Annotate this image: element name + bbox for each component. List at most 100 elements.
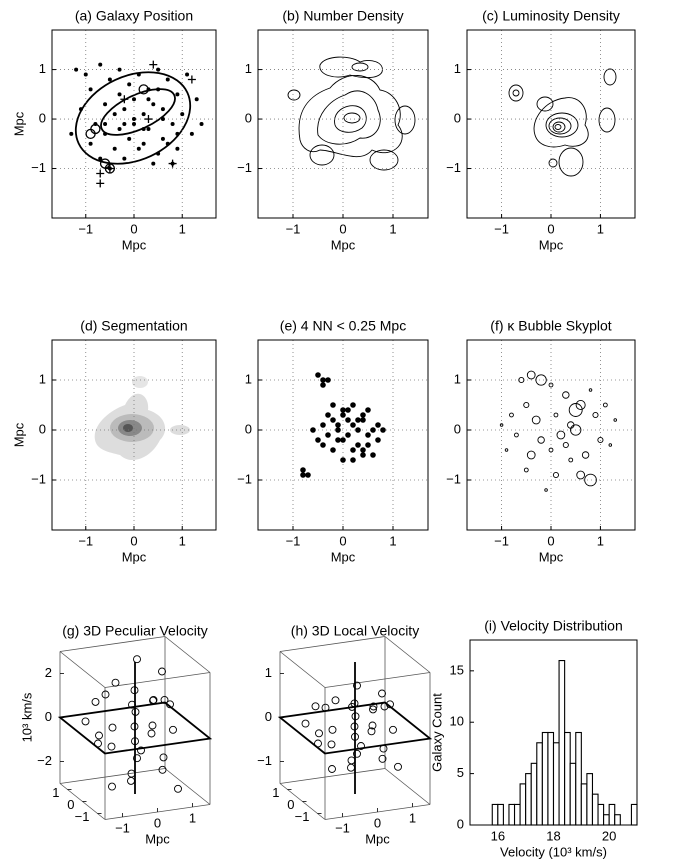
point (122, 107, 127, 112)
point (311, 702, 320, 711)
point (175, 146, 180, 151)
y-tick-label: 10 (450, 714, 464, 729)
x-tick-label: −1 (78, 533, 93, 548)
x-tick-label: −1 (286, 221, 301, 236)
point (300, 467, 306, 473)
point (127, 136, 132, 141)
point (88, 141, 93, 146)
x-tick-label: 1 (597, 533, 604, 548)
y-tick-label: −1 (446, 471, 461, 486)
point (69, 131, 74, 136)
x-tick-label: 0 (339, 221, 346, 236)
x-tick-label: 1 (179, 533, 186, 548)
point (368, 721, 377, 730)
point (127, 776, 135, 785)
point (131, 707, 140, 716)
y-tick-label: −1 (446, 160, 461, 175)
bubble (562, 441, 569, 449)
x-axis-label: Mpc (145, 831, 170, 846)
z-tick-label: 0 (265, 709, 272, 724)
bubble (570, 424, 582, 436)
bubble (548, 447, 554, 453)
bubble (553, 412, 559, 418)
point (144, 115, 153, 124)
bubble (581, 451, 590, 459)
point (158, 765, 167, 774)
bar (614, 814, 621, 826)
point (107, 77, 112, 82)
point (320, 422, 326, 428)
point (360, 447, 366, 453)
box-edge (324, 672, 431, 688)
point (149, 696, 157, 705)
point (160, 107, 165, 112)
x-axis-label: Mpc (331, 237, 356, 252)
point (320, 382, 326, 388)
point (350, 457, 356, 463)
point (335, 427, 341, 433)
x-tick-label: −1 (78, 221, 93, 236)
point (130, 722, 139, 731)
bar (536, 742, 543, 826)
mid-plane (57, 701, 213, 755)
point (328, 765, 336, 773)
point (353, 749, 361, 758)
bubble (523, 467, 529, 473)
point (112, 112, 117, 117)
point (148, 721, 157, 730)
point (117, 67, 122, 72)
point (315, 372, 321, 378)
bubble (535, 374, 547, 386)
point (189, 131, 194, 136)
bar (575, 731, 582, 826)
bar (541, 731, 549, 826)
point (160, 136, 165, 141)
point (117, 126, 122, 131)
point (379, 744, 388, 753)
point (156, 151, 161, 156)
plot-frame (466, 339, 636, 531)
point (141, 112, 146, 117)
point (127, 82, 132, 87)
x-tick-label: −1 (494, 533, 509, 548)
point (185, 72, 190, 77)
y-tick-label: −1 (31, 160, 46, 175)
panel-title: (c) Luminosity Density (482, 8, 620, 24)
x-tick-label: 0 (130, 533, 137, 548)
point (355, 442, 361, 448)
x-tick-label: 1 (389, 533, 396, 548)
point (96, 169, 105, 178)
point (122, 122, 127, 126)
contours-b (287, 56, 416, 171)
x-axis-label: Mpc (331, 549, 356, 564)
y-tick-label: −1 (31, 471, 46, 486)
point (133, 655, 141, 664)
box-edge (279, 651, 326, 688)
bubble (504, 448, 509, 452)
plot-frame (466, 29, 636, 219)
point (335, 437, 341, 443)
point (350, 447, 356, 453)
panel-title: (b) Number Density (282, 8, 403, 24)
point (132, 97, 136, 102)
point (107, 742, 116, 751)
y-tick-label: 0 (39, 110, 46, 125)
y-axis-label: Galaxy Count (429, 693, 444, 772)
x-axis-label: Velocity (10³ km/s) (500, 844, 607, 859)
point (370, 427, 376, 433)
point (350, 699, 359, 708)
bar (630, 803, 638, 826)
point (365, 442, 371, 448)
bubble (568, 403, 583, 417)
point (330, 417, 336, 423)
point (325, 432, 331, 438)
point (88, 87, 93, 92)
y-axis-label: Mpc (11, 111, 26, 136)
panel-title: (f) κ Bubble Skyplot (490, 318, 611, 334)
point (345, 417, 351, 423)
box-edge (59, 651, 106, 688)
point (137, 746, 145, 755)
bar (597, 803, 605, 826)
x-tick-label: 1 (597, 221, 604, 236)
